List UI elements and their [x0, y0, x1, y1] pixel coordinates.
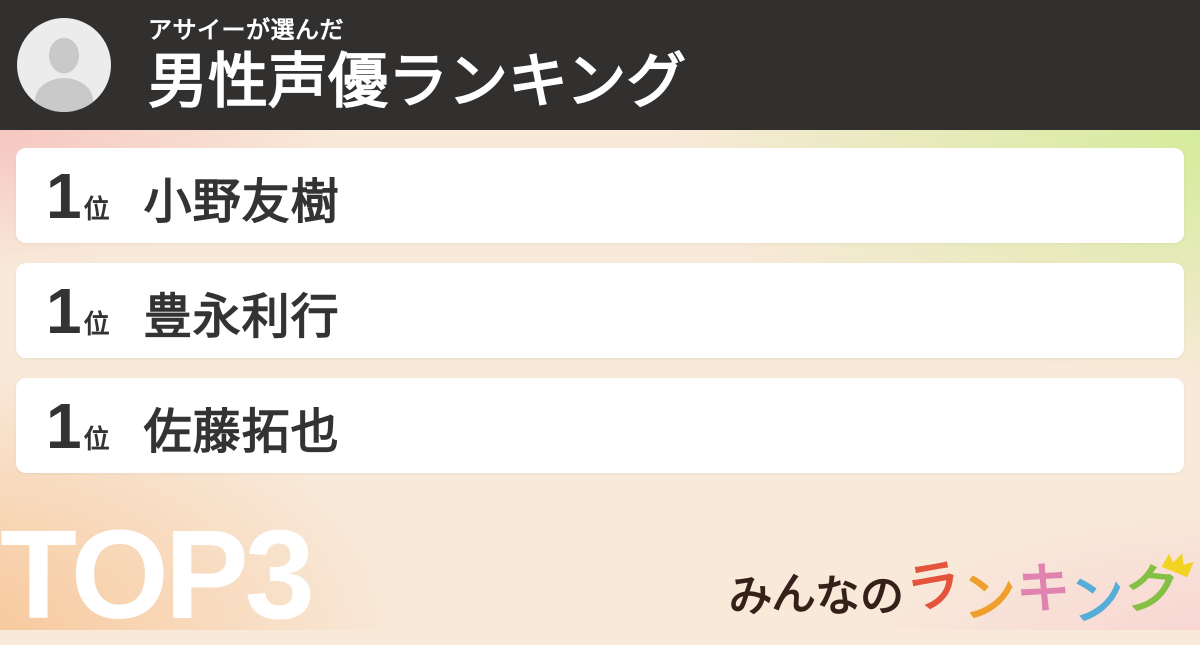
logo-char-1: ん [770, 568, 818, 621]
header-titles: アサイーが選んだ 男性声優ランキング [148, 16, 687, 115]
logo-char-6: キ [1013, 556, 1074, 622]
crown-icon [1161, 553, 1194, 578]
ranking-body: 1位 小野友樹 1位 豊永利行 1位 佐藤拓也 TOP3 みんなのランキンク [0, 130, 1200, 638]
rank-number: 1 [46, 274, 82, 347]
rank-entry-name: 小野友樹 [143, 175, 340, 229]
logo-char-2: な [813, 570, 863, 623]
person-icon [17, 18, 111, 112]
rank-line: 1位 佐藤拓也 [46, 394, 340, 458]
rank-suffix: 位 [83, 193, 110, 224]
logo-char-0: み [725, 569, 775, 624]
rank-entry-name: 豊永利行 [143, 290, 340, 344]
rank-number: 1 [46, 159, 82, 232]
ranking-title: 男性声優ランキング [148, 47, 687, 115]
rank-suffix: 位 [83, 308, 110, 339]
rank-card-2: 1位 豊永利行 [16, 263, 1184, 358]
rank-line: 1位 小野友樹 [46, 164, 340, 228]
rank-card-3: 1位 佐藤拓也 [16, 378, 1184, 473]
ranking-author-subtitle: アサイーが選んだ [148, 16, 344, 44]
rank-number: 1 [46, 389, 82, 462]
logo-char-4: ラ [902, 552, 966, 622]
rank-suffix: 位 [83, 423, 110, 454]
header: アサイーが選んだ 男性声優ランキング [0, 0, 1200, 130]
logo-char-5: ン [960, 565, 1019, 629]
top3-label: TOP3 [0, 504, 315, 645]
logo-char-7: ン [1066, 565, 1129, 633]
logo-char-8: ク [1121, 553, 1194, 624]
rank-line: 1位 豊永利行 [46, 279, 340, 343]
rank-card-1: 1位 小野友樹 [16, 148, 1184, 243]
logo-char-3: の [858, 570, 906, 623]
rank-entry-name: 佐藤拓也 [143, 405, 340, 459]
minna-no-ranking-logo: みんなのランキンク [725, 553, 1194, 632]
avatar [17, 18, 111, 112]
